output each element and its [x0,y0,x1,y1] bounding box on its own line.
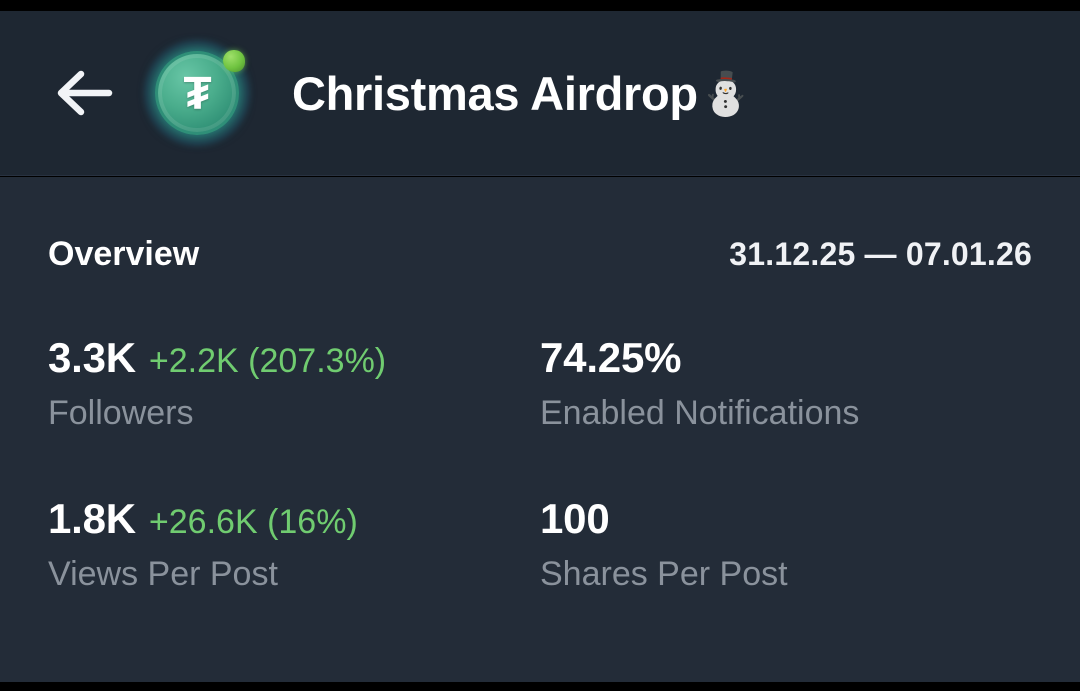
green-sprout-icon [223,50,245,72]
stat-value-row: 3.3K +2.2K (207.3%) [48,334,540,382]
stat-delta: +26.6K (16%) [148,503,358,541]
letterbox-bottom [0,682,1080,691]
overview-title: Overview [48,235,200,273]
stat-views-per-post: 1.8K +26.6K (16%) Views Per Post [48,495,540,594]
stat-value: 74.25% [540,334,682,381]
arrow-left-icon [55,70,113,116]
stats-content: Overview 31.12.25 — 07.01.26 3.3K +2.2K … [0,177,1080,682]
stat-label: Views Per Post [48,555,278,593]
channel-avatar[interactable]: ₮ [138,34,256,152]
stat-value-row: 100 [540,495,1032,543]
stat-value-row: 1.8K +26.6K (16%) [48,495,540,543]
stat-label: Shares Per Post [540,555,788,593]
letterbox-top [0,0,1080,11]
stat-followers: 3.3K +2.2K (207.3%) Followers [48,334,540,433]
stat-value-row: 74.25% [540,334,1032,382]
overview-header: Overview 31.12.25 — 07.01.26 [48,177,1032,274]
stat-value: 1.8K [48,495,136,542]
page-title: Christmas Airdrop ⛄ [292,66,752,121]
stat-label: Followers [48,394,194,432]
stats-grid: 3.3K +2.2K (207.3%) Followers 74.25% Ena… [48,334,1032,594]
date-range[interactable]: 31.12.25 — 07.01.26 [729,236,1032,272]
tether-symbol: ₮ [183,67,211,119]
stat-shares-per-post: 100 Shares Per Post [540,495,1032,594]
stat-value: 100 [540,495,610,542]
stat-delta: +2.2K (207.3%) [148,342,387,380]
back-button[interactable] [46,55,122,131]
stat-value: 3.3K [48,334,136,381]
stat-label: Enabled Notifications [540,394,860,432]
page-title-text: Christmas Airdrop [292,66,698,120]
app-header: ₮ Christmas Airdrop ⛄ [0,11,1080,176]
stat-enabled-notifications: 74.25% Enabled Notifications [540,334,1032,433]
snowman-icon: ⛄ [699,70,753,117]
